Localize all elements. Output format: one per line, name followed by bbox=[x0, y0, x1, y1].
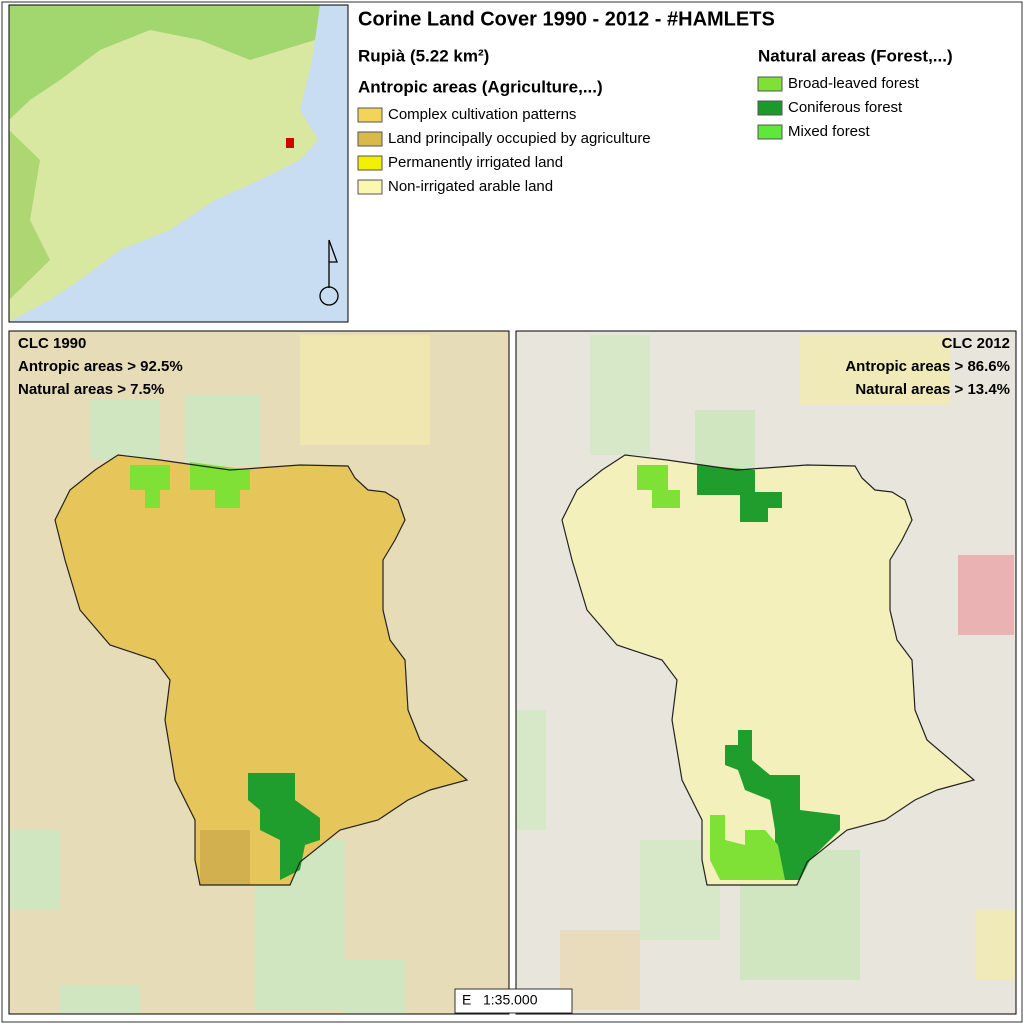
legend-label: Permanently irrigated land bbox=[388, 154, 563, 171]
panel-stat: Antropic areas > 86.6% bbox=[845, 358, 1010, 375]
legend-swatch bbox=[757, 100, 783, 116]
legend-swatch bbox=[757, 124, 783, 140]
panel-label: CLC 2012 bbox=[942, 335, 1010, 352]
scale-box bbox=[454, 988, 573, 1014]
legend-swatch bbox=[357, 179, 383, 195]
panel-stat: Antropic areas > 92.5% bbox=[18, 358, 183, 375]
map-2012 bbox=[516, 331, 1016, 1014]
panel-label: CLC 1990 bbox=[18, 335, 86, 352]
legend-label: Coniferous forest bbox=[788, 99, 903, 116]
inset-map bbox=[8, 4, 349, 323]
map-1990 bbox=[9, 331, 509, 1014]
legend-heading: Natural areas (Forest,...) bbox=[758, 46, 953, 65]
panel-frame bbox=[515, 330, 1017, 1015]
legend-heading: Antropic areas (Agriculture,...) bbox=[358, 77, 603, 96]
legend-swatch bbox=[757, 76, 783, 92]
legend-label: Broad-leaved forest bbox=[788, 75, 920, 92]
legend-swatch bbox=[357, 131, 383, 147]
panel-stat: Natural areas > 13.4% bbox=[855, 381, 1010, 398]
legend-swatch bbox=[357, 107, 383, 123]
legend: Complex cultivation patterns Land princip… bbox=[357, 75, 920, 195]
legend-label: Non-irrigated arable land bbox=[388, 178, 553, 195]
panel-frame bbox=[8, 330, 510, 1015]
title: Corine Land Cover 1990 - 2012 - #HAMLETS bbox=[358, 8, 775, 30]
scale: E 1:35.000 bbox=[462, 992, 538, 1008]
legend-label: Land principally occupied by agriculture bbox=[388, 130, 651, 147]
panel-stat: Natural areas > 7.5% bbox=[18, 381, 164, 398]
legend-label: Mixed forest bbox=[788, 123, 871, 140]
place: Rupià (5.22 km²) bbox=[358, 46, 489, 65]
legend-label: Complex cultivation patterns bbox=[388, 106, 576, 123]
legend-swatch bbox=[357, 155, 383, 171]
